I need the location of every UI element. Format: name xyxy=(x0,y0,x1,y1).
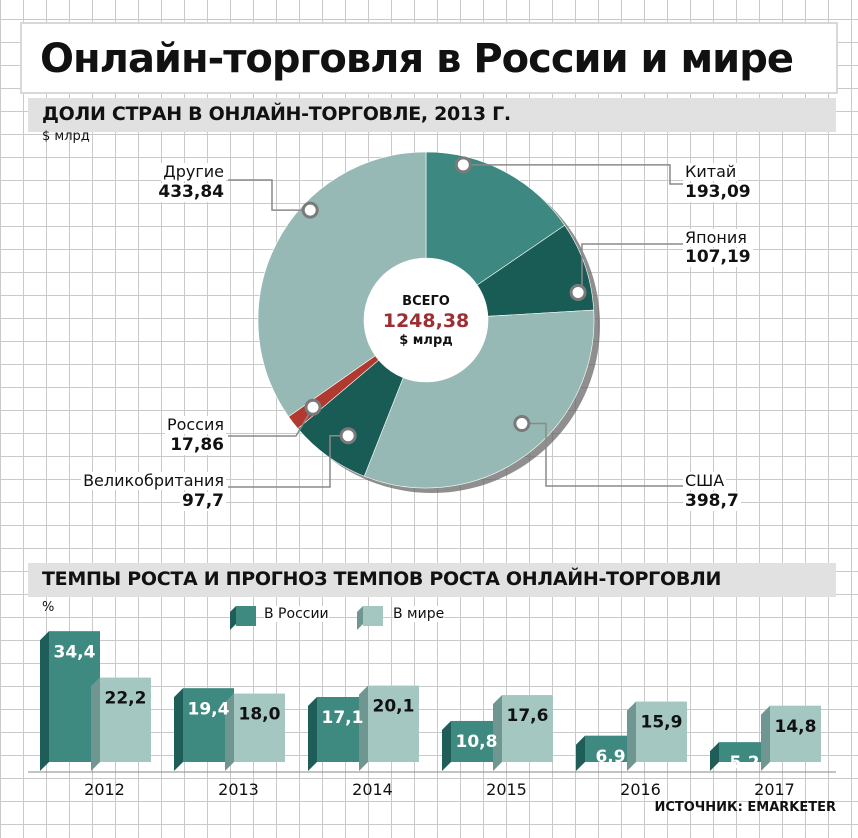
x-tick-label-2014: 2014 xyxy=(352,780,393,799)
value-label-russia-2016: 6,9 xyxy=(595,747,625,767)
bar-unit-label: % xyxy=(42,600,55,615)
label-other-value: 433,84 xyxy=(156,182,226,202)
value-label-world-2012: 22,2 xyxy=(105,689,147,709)
leader-line-other xyxy=(228,179,311,211)
value-label-world-2013: 18,0 xyxy=(239,705,281,725)
bar-world-2017 xyxy=(761,705,821,771)
source-note: ИСТОЧНИК: EMARKETER xyxy=(654,800,836,815)
marker-dot-china xyxy=(454,156,472,174)
value-label-russia-2017: 5,2 xyxy=(729,753,759,773)
label-other-name: Другие xyxy=(161,162,226,181)
donut-hole xyxy=(364,258,488,382)
marker-dot-japan xyxy=(569,283,587,301)
bar-russia-2017 xyxy=(710,742,770,771)
bar-world-2013 xyxy=(225,693,285,771)
section1-heading: ДОЛИ СТРАН В ОНЛАЙН-ТОРГОВЛЕ, 2013 Г. xyxy=(42,103,511,125)
label-japan-value: 107,19 xyxy=(683,247,753,267)
legend-world-label: В мире xyxy=(393,606,445,622)
bar-world-2015 xyxy=(493,695,553,771)
value-label-russia-2012: 34,4 xyxy=(54,642,96,662)
donut-chart xyxy=(228,151,683,494)
label-russia-value: 17,86 xyxy=(168,435,226,455)
section2-heading: ТЕМПЫ РОСТА И ПРОГНОЗ ТЕМПОВ РОСТА ОНЛАЙ… xyxy=(42,568,722,590)
marker-dot-usa xyxy=(513,415,531,433)
label-uk-value: 97,7 xyxy=(180,491,226,511)
x-tick-label-2015: 2015 xyxy=(486,780,527,799)
leader-line-usa xyxy=(521,422,683,487)
bar-world-2014 xyxy=(359,685,419,771)
total-value: 1248,38 xyxy=(382,310,470,332)
bar-world-2016 xyxy=(627,701,687,771)
leader-line-uk xyxy=(228,434,349,488)
page-title: Онлайн-торговля в России и мире xyxy=(40,36,794,82)
total-label: ВСЕГО xyxy=(402,294,450,309)
value-label-russia-2014: 17,1 xyxy=(322,708,364,728)
label-russia-name: Россия xyxy=(164,415,226,434)
label-usa-value: 398,7 xyxy=(683,491,741,511)
value-label-world-2016: 15,9 xyxy=(641,713,683,733)
total-unit: $ млрд xyxy=(399,333,453,348)
value-label-russia-2015: 10,8 xyxy=(456,732,498,752)
x-tick-label-2013: 2013 xyxy=(218,780,259,799)
label-china-value: 193,09 xyxy=(683,182,753,202)
bar-world-2012 xyxy=(91,677,151,771)
pie-unit-label: $ млрд xyxy=(42,129,90,144)
leader-line-china xyxy=(463,164,683,185)
x-tick-label-2016: 2016 xyxy=(620,780,661,799)
marker-dot-russia xyxy=(304,398,322,416)
value-label-world-2017: 14,8 xyxy=(775,717,817,737)
value-label-world-2014: 20,1 xyxy=(373,697,415,717)
value-label-world-2015: 17,6 xyxy=(507,706,549,726)
title-box xyxy=(20,22,838,94)
legend-world-swatch xyxy=(357,606,383,630)
legend-russia-swatch xyxy=(230,606,256,630)
leader-line-russia xyxy=(228,406,314,437)
section2-heading-band xyxy=(28,563,836,597)
x-tick-label-2012: 2012 xyxy=(84,780,125,799)
label-usa-name: США xyxy=(683,471,727,490)
section1-heading-band xyxy=(28,98,836,132)
marker-dot-other xyxy=(301,201,319,219)
x-tick-label-2017: 2017 xyxy=(754,780,795,799)
label-china-name: Китай xyxy=(683,162,739,181)
label-uk-name: Великобритания xyxy=(81,471,226,490)
label-japan-name: Япония xyxy=(683,228,749,247)
value-label-russia-2013: 19,4 xyxy=(188,699,230,719)
marker-dot-uk xyxy=(339,427,357,445)
legend-russia-label: В России xyxy=(264,606,329,622)
